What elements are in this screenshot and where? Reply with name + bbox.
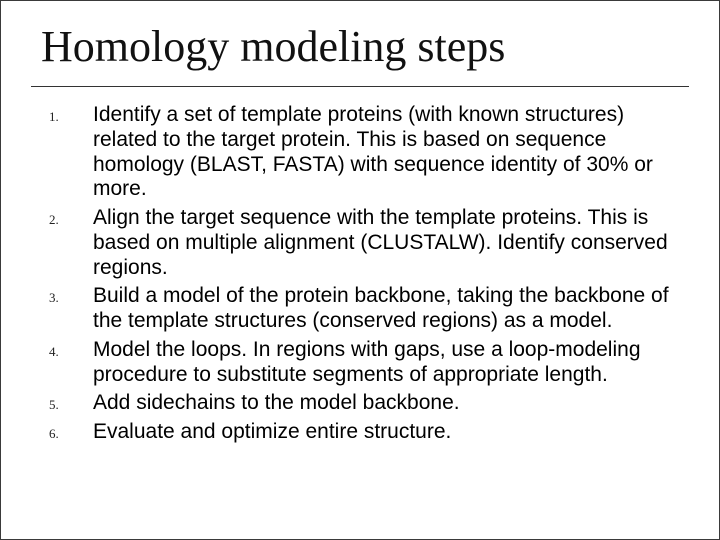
item-number: 1.	[49, 103, 93, 125]
item-number: 5.	[49, 391, 93, 413]
item-text: Evaluate and optimize entire structure.	[93, 420, 671, 445]
list-item: 5. Add sidechains to the model backbone.	[49, 391, 671, 416]
title-region: Homology modeling steps	[1, 1, 719, 78]
item-text: Align the target sequence with the templ…	[93, 206, 671, 280]
item-text: Identify a set of template proteins (wit…	[93, 103, 671, 202]
item-number: 6.	[49, 420, 93, 442]
list-item: 6. Evaluate and optimize entire structur…	[49, 420, 671, 445]
item-text: Model the loops. In regions with gaps, u…	[93, 338, 671, 388]
list-item: 4. Model the loops. In regions with gaps…	[49, 338, 671, 388]
list-item: 2. Align the target sequence with the te…	[49, 206, 671, 280]
steps-list: 1. Identify a set of template proteins (…	[49, 103, 671, 445]
list-item: 3. Build a model of the protein backbone…	[49, 284, 671, 334]
item-text: Add sidechains to the model backbone.	[93, 391, 671, 416]
item-number: 3.	[49, 284, 93, 306]
item-text: Build a model of the protein backbone, t…	[93, 284, 671, 334]
slide-title: Homology modeling steps	[41, 21, 679, 72]
slide: Homology modeling steps 1. Identify a se…	[0, 0, 720, 540]
list-item: 1. Identify a set of template proteins (…	[49, 103, 671, 202]
body-region: 1. Identify a set of template proteins (…	[1, 87, 719, 445]
item-number: 4.	[49, 338, 93, 360]
item-number: 2.	[49, 206, 93, 228]
